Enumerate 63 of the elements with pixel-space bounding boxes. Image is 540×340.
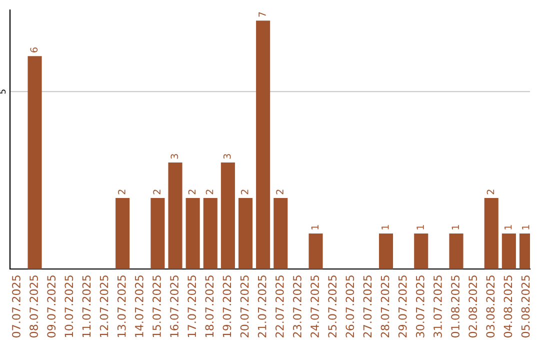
data-label: 1 xyxy=(416,225,424,230)
data-label: 3 xyxy=(170,154,178,159)
bar xyxy=(150,198,165,269)
bar xyxy=(220,162,235,269)
x-tick-label: 09.07.2025 xyxy=(47,276,56,338)
x-tick-label: 13.07.2025 xyxy=(117,276,126,337)
bar xyxy=(28,56,42,269)
data-label: 1 xyxy=(522,225,530,230)
bar xyxy=(256,20,270,269)
x-tick-label: 23.07.2025 xyxy=(293,276,302,338)
x-tick-label: 31.07.2025 xyxy=(434,276,442,338)
data-label: 1 xyxy=(452,225,459,230)
x-tick-label: 05.08.2025 xyxy=(521,276,530,338)
x-tick-label: 04.08.2025 xyxy=(504,276,512,338)
x-tick-label: 29.07.2025 xyxy=(398,276,407,338)
x-tick-label: 18.07.2025 xyxy=(205,276,214,337)
x-tick-label: 10.07.2025 xyxy=(64,276,74,337)
bar xyxy=(274,198,288,269)
x-tick-label: 22.07.2025 xyxy=(275,276,284,338)
data-label: 2 xyxy=(118,190,126,194)
x-tick-label: 08.07.2025 xyxy=(30,276,38,338)
x-tick-label: 12.07.2025 xyxy=(100,276,108,337)
data-label: 3 xyxy=(223,154,231,159)
data-label: 7 xyxy=(258,12,266,17)
x-tick-label: 19.07.2025 xyxy=(222,276,232,337)
data-label: 2 xyxy=(206,190,214,194)
x-tick-label: 24.07.2025 xyxy=(310,276,319,338)
data-label: 6 xyxy=(30,47,38,52)
x-tick-label: 07.07.2025 xyxy=(12,276,20,338)
data-label: 2 xyxy=(240,190,248,194)
bar xyxy=(203,198,218,269)
data-label: 2 xyxy=(188,190,196,194)
bar xyxy=(484,198,498,269)
x-tick-label: 11.07.2025 xyxy=(82,276,91,337)
bar xyxy=(502,234,516,269)
data-label: 1 xyxy=(382,225,389,230)
x-tick-label: 15.07.2025 xyxy=(152,276,161,337)
bar xyxy=(238,198,253,269)
x-tick-label: 03.08.2025 xyxy=(486,276,495,338)
data-label: 2 xyxy=(153,190,160,194)
x-tick-label: 14.07.2025 xyxy=(134,276,144,337)
x-tick-label: 28.07.2025 xyxy=(380,276,390,338)
data-label: 1 xyxy=(504,225,512,230)
x-tick-label: 27.07.2025 xyxy=(363,276,372,338)
x-tick-label: 26.07.2025 xyxy=(346,276,354,338)
x-tick-label: 16.07.2025 xyxy=(170,276,178,337)
x-tick-label: 17.07.2025 xyxy=(188,276,196,337)
data-label: 2 xyxy=(486,190,494,194)
x-tick-label: 21.07.2025 xyxy=(258,276,266,338)
bar xyxy=(449,234,464,269)
x-tick-label: 25.07.2025 xyxy=(328,276,337,338)
bar xyxy=(168,162,182,269)
bar xyxy=(378,234,394,269)
data-label: 2 xyxy=(276,190,284,194)
bar xyxy=(308,234,323,269)
bar xyxy=(414,234,428,269)
x-tick-label: 01.08.2025 xyxy=(451,276,460,338)
x-tick-label: 02.08.2025 xyxy=(468,276,478,338)
bar xyxy=(116,198,130,269)
x-tick-label: 30.07.2025 xyxy=(416,276,424,338)
bar xyxy=(186,198,200,269)
data-label: 1 xyxy=(311,225,318,230)
x-tick-label: 20.07.2025 xyxy=(240,276,249,338)
